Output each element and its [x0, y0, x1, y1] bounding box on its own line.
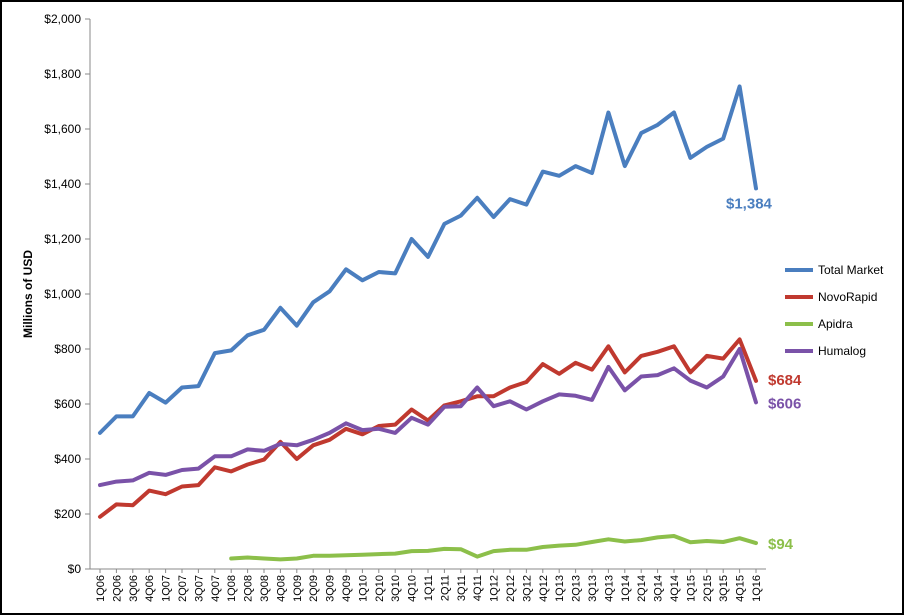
- y-tick-label: $600: [54, 397, 81, 411]
- x-tick-label: 3Q08: [259, 575, 271, 602]
- x-tick-label: 1Q13: [554, 575, 566, 602]
- end-label-humalog: $606: [768, 395, 801, 412]
- x-tick-label: 4Q08: [275, 575, 287, 602]
- y-tick-label: $1,400: [44, 177, 81, 191]
- x-tick-label: 1Q06: [95, 575, 107, 602]
- y-axis-title: Millions of USD: [21, 250, 35, 338]
- legend-label-apidra: Apidra: [818, 317, 853, 331]
- x-tick-label: 4Q11: [472, 575, 484, 601]
- x-tick-label: 2Q06: [111, 575, 123, 602]
- legend-label-humalog: Humalog: [818, 344, 866, 358]
- x-tick-label: 4Q15: [735, 575, 747, 602]
- x-tick-label: 1Q08: [226, 575, 238, 602]
- x-tick-label: 1Q16: [751, 575, 763, 602]
- series-line-total-market: [98, 84, 758, 435]
- x-axis: 1Q06 2Q06 3Q06 4Q06 1Q07 2Q07 3Q07 4Q07 1Q08 2Q08…: [90, 568, 766, 602]
- end-label-apidra: $94: [768, 536, 794, 553]
- x-tick-label: 2Q08: [243, 575, 255, 602]
- legend-label-novorapid: NovoRapid: [818, 290, 877, 304]
- x-tick-label: 1Q07: [161, 575, 173, 602]
- x-tick-label: 2Q14: [636, 575, 648, 602]
- x-tick-label: 1Q14: [620, 575, 632, 602]
- x-tick-label: 2Q13: [571, 575, 583, 602]
- x-tick-label: 4Q12: [538, 575, 550, 602]
- x-tick-label: 3Q14: [653, 575, 665, 602]
- y-tick-label: $1,800: [44, 67, 81, 81]
- x-tick-label: 4Q10: [407, 575, 419, 602]
- x-tick-label: 4Q07: [210, 575, 222, 602]
- x-tick-label: 1Q09: [292, 575, 304, 602]
- x-tick-label: 3Q15: [718, 575, 730, 602]
- end-label-novorapid: $684: [768, 372, 802, 389]
- end-label-total-market: $1,384: [726, 195, 773, 212]
- x-tick-label: 1Q15: [685, 575, 697, 602]
- y-tick-label: $2,000: [44, 12, 81, 26]
- x-tick-label: 2Q12: [505, 575, 517, 602]
- y-tick-label: $200: [54, 507, 81, 521]
- y-tick-label: $400: [54, 452, 81, 466]
- x-tick-label: 4Q13: [603, 575, 615, 602]
- legend: Total Market NovoRapid Apidra Humalog: [785, 263, 884, 358]
- x-tick-label: 3Q12: [521, 575, 533, 602]
- x-tick-label: 4Q14: [669, 575, 681, 602]
- series-line-novorapid: [98, 337, 758, 519]
- x-tick-label: 1Q12: [489, 575, 501, 602]
- end-value-labels: $1,384 $684 $94 $606: [726, 195, 802, 553]
- y-tick-label: $0: [68, 562, 82, 576]
- x-tick-label: 3Q06: [128, 575, 140, 602]
- x-tick-label: 2Q10: [374, 575, 386, 602]
- x-tick-label: 2Q15: [702, 575, 714, 602]
- x-tick-label: 3Q07: [193, 575, 205, 602]
- x-tick-label: 2Q11: [439, 575, 451, 601]
- series-line-humalog: [98, 347, 758, 488]
- series-line-apidra: [229, 534, 758, 562]
- y-axis: $0 $200 $400 $600 $800 $1,000 $1,200 $1,400 $1,6…: [44, 12, 91, 576]
- x-tick-label: 1Q11: [423, 575, 435, 601]
- x-tick-label: 3Q10: [390, 575, 402, 602]
- x-tick-label: 1Q10: [357, 575, 369, 602]
- x-tick-label: 2Q07: [177, 575, 189, 602]
- y-tick-label: $800: [54, 342, 81, 356]
- x-tick-label: 3Q09: [325, 575, 337, 602]
- legend-label-total-market: Total Market: [818, 263, 884, 277]
- x-tick-label: 4Q06: [144, 575, 156, 602]
- x-tick-label: 2Q09: [308, 575, 320, 602]
- y-tick-label: $1,200: [44, 232, 81, 246]
- x-tick-label: 3Q13: [587, 575, 599, 602]
- series-lines: [98, 84, 758, 562]
- x-tick-label: 4Q09: [341, 575, 353, 602]
- x-tick-label: 3Q11: [456, 575, 468, 601]
- y-tick-label: $1,600: [44, 122, 81, 136]
- y-tick-label: $1,000: [44, 287, 81, 301]
